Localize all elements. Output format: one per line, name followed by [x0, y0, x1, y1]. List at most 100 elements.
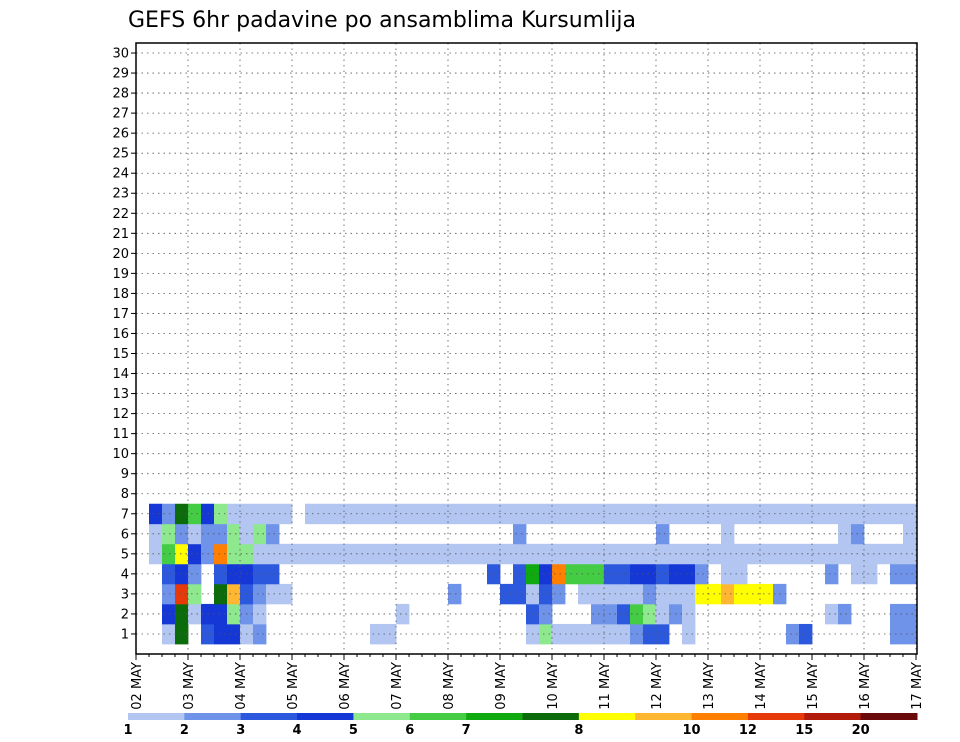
- heatmap-cell: [292, 543, 306, 565]
- chart-title: GEFS 6hr padavine po ansamblima Kursumli…: [128, 8, 636, 33]
- heatmap-cell: [539, 583, 553, 605]
- heatmap-cell: [903, 563, 917, 585]
- legend-tick-label: 8: [574, 723, 583, 738]
- heatmap-cell: [552, 563, 566, 585]
- heatmap-cell: [539, 603, 553, 625]
- heatmap-cell: [188, 543, 202, 565]
- x-tick-label: 07 MAY: [390, 662, 405, 710]
- y-tick-label: 11: [112, 427, 129, 442]
- heatmap-cell: [903, 503, 917, 525]
- heatmap-cell: [825, 543, 839, 565]
- heatmap-cell: [396, 503, 410, 525]
- y-tick-label: 6: [121, 527, 129, 542]
- heatmap-cell: [604, 563, 618, 585]
- heatmap-cell: [474, 543, 488, 565]
- legend-tick-label: 7: [462, 723, 471, 738]
- heatmap-cell: [864, 503, 878, 525]
- heatmap-cell: [890, 543, 904, 565]
- heatmap-cell: [214, 603, 228, 625]
- heatmap-cell: [214, 563, 228, 585]
- heatmap-cell: [721, 543, 735, 565]
- legend-swatch: [240, 713, 298, 720]
- heatmap-cell: [396, 603, 410, 625]
- y-tick-label: 16: [112, 327, 129, 342]
- heatmap-cell: [175, 523, 189, 545]
- legend-tick-label: 12: [739, 723, 757, 738]
- x-tick-label: 14 MAY: [754, 662, 769, 710]
- legend-swatch: [466, 713, 523, 720]
- heatmap-cell: [253, 503, 267, 525]
- heatmap-cell: [266, 543, 280, 565]
- heatmap-cell: [890, 503, 904, 525]
- heatmap-cell: [591, 583, 605, 605]
- heatmap-cell: [500, 583, 514, 605]
- heatmap-cell: [838, 603, 852, 625]
- y-tick-label: 28: [112, 87, 129, 102]
- heatmap-cell: [643, 503, 657, 525]
- heatmap-cell: [903, 623, 917, 645]
- heatmap-cell: [695, 563, 709, 585]
- heatmap-cell: [175, 563, 189, 585]
- x-tick-label: 03 MAY: [182, 662, 197, 710]
- heatmap-cell: [656, 583, 670, 605]
- heatmap-cell: [435, 503, 449, 525]
- heatmap-cell: [604, 503, 618, 525]
- heatmap-cell: [721, 503, 735, 525]
- legend-tick-label: 6: [405, 723, 414, 738]
- heatmap-cell: [214, 623, 228, 645]
- heatmap-cell: [513, 563, 527, 585]
- heatmap-cell: [682, 563, 696, 585]
- heatmap-cell: [149, 543, 163, 565]
- x-tick-label: 02 MAY: [130, 662, 145, 710]
- heatmap-cell: [604, 603, 618, 625]
- heatmap-cell: [253, 523, 267, 545]
- heatmap-cell: [578, 503, 592, 525]
- heatmap-cell: [253, 543, 267, 565]
- heatmap-cell: [461, 503, 475, 525]
- heatmap-cell: [214, 583, 228, 605]
- heatmap-cell: [175, 603, 189, 625]
- legend-swatch: [409, 713, 467, 720]
- heatmap-cell: [539, 503, 553, 525]
- heatmap-cell: [656, 543, 670, 565]
- y-tick-label: 19: [112, 267, 129, 282]
- legend-swatch: [522, 713, 580, 720]
- heatmap-cell: [864, 563, 878, 585]
- heatmap-cell: [266, 523, 280, 545]
- heatmap-cell: [370, 543, 384, 565]
- heatmap-cell: [578, 623, 592, 645]
- heatmap-cell: [214, 543, 228, 565]
- heatmap-cell: [578, 563, 592, 585]
- heatmap-cell: [409, 543, 423, 565]
- heatmap-cell: [682, 503, 696, 525]
- heatmap-cell: [760, 583, 774, 605]
- heatmap-cell: [266, 563, 280, 585]
- heatmap-cell: [188, 603, 202, 625]
- x-tick-label: 16 MAY: [858, 662, 873, 710]
- y-tick-label: 21: [112, 227, 129, 242]
- heatmap-cell: [838, 523, 852, 545]
- heatmap-cell: [539, 623, 553, 645]
- heatmap-cell: [617, 603, 631, 625]
- heatmap-cell: [396, 543, 410, 565]
- legend-swatch: [747, 713, 805, 720]
- heatmap-cell: [656, 563, 670, 585]
- heatmap-cell: [435, 543, 449, 565]
- x-tick-label: 06 MAY: [338, 662, 353, 710]
- heatmap-cell: [227, 623, 241, 645]
- heatmap-cell: [227, 503, 241, 525]
- legend-swatch: [353, 713, 411, 720]
- y-tick-label: 5: [121, 547, 129, 562]
- y-tick-label: 30: [112, 47, 129, 62]
- heatmap-cell: [409, 503, 423, 525]
- y-tick-label: 25: [112, 147, 129, 162]
- heatmap-cell: [747, 543, 761, 565]
- heatmap-cell: [318, 543, 332, 565]
- y-tick-label: 1: [121, 627, 129, 642]
- y-tick-label: 23: [112, 187, 129, 202]
- x-tick-label: 04 MAY: [234, 662, 249, 710]
- heatmap-cell: [734, 583, 748, 605]
- y-tick-label: 12: [112, 407, 129, 422]
- heatmap-cell: [370, 623, 384, 645]
